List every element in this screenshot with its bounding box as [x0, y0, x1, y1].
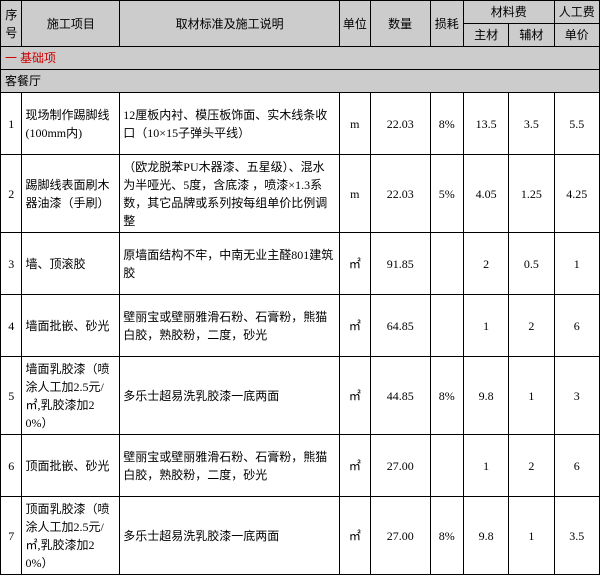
cell-mat2: 1.25: [509, 155, 554, 233]
cell-seq: 6: [1, 435, 22, 497]
section-num: 一: [5, 51, 17, 65]
col-material: 材料费: [463, 1, 554, 24]
table-row: 2踢脚线表面刷木器油漆（手刷）（欧龙脱苯PU木器漆、五星级）、混水为半哑光、5度…: [1, 155, 600, 233]
cell-seq: 5: [1, 357, 22, 435]
cell-loss: 8%: [430, 93, 463, 155]
cell-mat1: 9.8: [463, 497, 508, 575]
section-row-2: 客餐厅: [1, 70, 600, 93]
table-body: 一 基础项 客餐厅 1现场制作踢脚线(100mm内)12厘板内衬、模压板饰面、实…: [1, 47, 600, 575]
cell-mat2: 0.5: [509, 233, 554, 295]
cell-desc: （欧龙脱苯PU木器漆、五星级）、混水为半哑光、5度，含底漆 ，喷漆×1.3系数，…: [120, 155, 340, 233]
cell-unit: ㎡: [339, 233, 370, 295]
cell-mat2: 1: [509, 357, 554, 435]
col-labor-group: 人工费: [554, 1, 599, 24]
cell-labor: 4.25: [554, 155, 599, 233]
cell-proj: 顶面乳胶漆（喷涂人工加2.5元/㎡,乳胶漆加20%）: [22, 497, 120, 575]
cell-labor: 6: [554, 435, 599, 497]
cell-mat1: 2: [463, 233, 508, 295]
cell-mat1: 1: [463, 295, 508, 357]
cell-unit: ㎡: [339, 295, 370, 357]
cell-mat2: 2: [509, 295, 554, 357]
cell-loss: [430, 295, 463, 357]
col-qty: 数量: [370, 1, 430, 47]
col-desc: 取材标准及施工说明: [120, 1, 340, 47]
cell-desc: 壁丽宝或壁丽雅滑石粉、石膏粉，熊猫白胶，熟胶粉，二度，砂光: [120, 295, 340, 357]
cell-labor: 5.5: [554, 93, 599, 155]
cell-desc: 多乐士超易洗乳胶漆一底两面: [120, 357, 340, 435]
col-labor: 单价: [554, 24, 599, 47]
cell-desc: 多乐士超易洗乳胶漆一底两面: [120, 497, 340, 575]
cell-qty: 27.00: [370, 497, 430, 575]
cell-proj: 墙面乳胶漆（喷涂人工加2.5元/㎡,乳胶漆加20%）: [22, 357, 120, 435]
table-row: 1现场制作踢脚线(100mm内)12厘板内衬、模压板饰面、实木线条收口（10×1…: [1, 93, 600, 155]
col-unit: 单位: [339, 1, 370, 47]
cell-loss: 8%: [430, 357, 463, 435]
cell-qty: 44.85: [370, 357, 430, 435]
cell-mat1: 13.5: [463, 93, 508, 155]
cell-unit: ㎡: [339, 497, 370, 575]
cell-qty: 64.85: [370, 295, 430, 357]
cell-seq: 3: [1, 233, 22, 295]
table-row: 6顶面批嵌、砂光壁丽宝或壁丽雅滑石粉、石膏粉，熊猫白胶，熟胶粉，二度，砂光㎡27…: [1, 435, 600, 497]
cell-unit: ㎡: [339, 435, 370, 497]
table-row: 3墙、顶滚胶原墙面结构不牢，中南无业主醛801建筑胶㎡91.85 20.51: [1, 233, 600, 295]
col-mat2: 辅材: [509, 24, 554, 47]
cell-mat2: 3.5: [509, 93, 554, 155]
table-row: 7顶面乳胶漆（喷涂人工加2.5元/㎡,乳胶漆加20%）多乐士超易洗乳胶漆一底两面…: [1, 497, 600, 575]
cell-mat2: 1: [509, 497, 554, 575]
cell-mat1: 4.05: [463, 155, 508, 233]
col-mat1: 主材: [463, 24, 508, 47]
cell-seq: 7: [1, 497, 22, 575]
cell-seq: 4: [1, 295, 22, 357]
cell-proj: 顶面批嵌、砂光: [22, 435, 120, 497]
cell-qty: 91.85: [370, 233, 430, 295]
cell-mat2: 2: [509, 435, 554, 497]
cell-qty: 22.03: [370, 93, 430, 155]
cell-unit: m: [339, 155, 370, 233]
cell-mat1: 1: [463, 435, 508, 497]
cell-qty: 22.03: [370, 155, 430, 233]
table-header: 序号 施工项目 取材标准及施工说明 单位 数量 损耗 材料费 人工费 主材 辅材…: [1, 1, 600, 47]
cell-seq: 2: [1, 155, 22, 233]
cell-labor: 6: [554, 295, 599, 357]
cell-desc: 12厘板内衬、模压板饰面、实木线条收口（10×15子弹头平线）: [120, 93, 340, 155]
table-row: 4墙面批嵌、砂光壁丽宝或壁丽雅滑石粉、石膏粉，熊猫白胶，熟胶粉，二度，砂光㎡64…: [1, 295, 600, 357]
section-title: 基础项: [20, 51, 56, 65]
cell-qty: 27.00: [370, 435, 430, 497]
cell-desc: 壁丽宝或壁丽雅滑石粉、石膏粉，熊猫白胶，熟胶粉，二度，砂光: [120, 435, 340, 497]
cell-loss: [430, 233, 463, 295]
cell-unit: m: [339, 93, 370, 155]
cell-labor: 1: [554, 233, 599, 295]
cell-loss: 5%: [430, 155, 463, 233]
col-seq: 序号: [1, 1, 22, 47]
cell-seq: 1: [1, 93, 22, 155]
cell-unit: ㎡: [339, 357, 370, 435]
estimate-table: 序号 施工项目 取材标准及施工说明 单位 数量 损耗 材料费 人工费 主材 辅材…: [0, 0, 600, 575]
cell-proj: 踢脚线表面刷木器油漆（手刷）: [22, 155, 120, 233]
subsection-title: 客餐厅: [1, 70, 600, 93]
cell-proj: 墙、顶滚胶: [22, 233, 120, 295]
cell-mat1: 9.8: [463, 357, 508, 435]
section-row-1: 一 基础项: [1, 47, 600, 70]
cell-loss: 8%: [430, 497, 463, 575]
col-loss: 损耗: [430, 1, 463, 47]
cell-desc: 原墙面结构不牢，中南无业主醛801建筑胶: [120, 233, 340, 295]
cell-labor: 3: [554, 357, 599, 435]
cell-labor: 3.5: [554, 497, 599, 575]
cell-loss: [430, 435, 463, 497]
cell-proj: 现场制作踢脚线(100mm内): [22, 93, 120, 155]
table-row: 5墙面乳胶漆（喷涂人工加2.5元/㎡,乳胶漆加20%）多乐士超易洗乳胶漆一底两面…: [1, 357, 600, 435]
col-proj: 施工项目: [22, 1, 120, 47]
cell-proj: 墙面批嵌、砂光: [22, 295, 120, 357]
